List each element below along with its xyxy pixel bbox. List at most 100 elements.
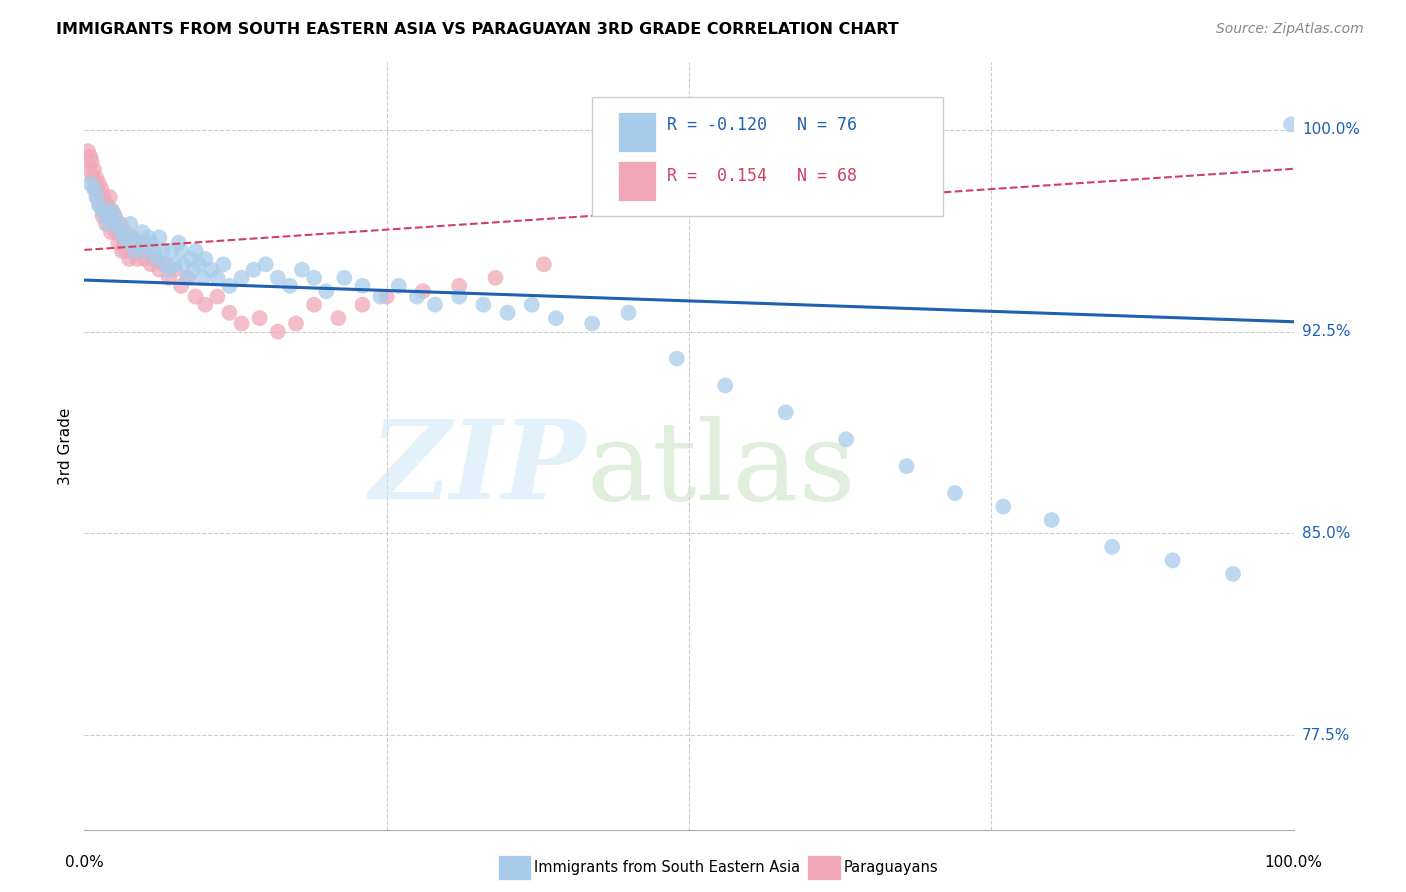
- Point: [207, 270, 229, 285]
- Point: [267, 325, 290, 339]
- Text: atlas: atlas: [586, 416, 856, 523]
- Point: [167, 235, 190, 250]
- Point: [87, 177, 110, 191]
- Point: [520, 298, 543, 312]
- Point: [302, 298, 325, 312]
- Point: [79, 177, 101, 191]
- Point: [449, 290, 471, 304]
- Point: [544, 311, 567, 326]
- Point: [665, 351, 688, 366]
- Point: [134, 244, 156, 258]
- Point: [148, 230, 170, 244]
- Point: [97, 209, 120, 223]
- Point: [181, 262, 204, 277]
- Point: [155, 257, 177, 271]
- Point: [165, 257, 187, 271]
- Point: [1040, 513, 1063, 527]
- Point: [1222, 566, 1244, 581]
- Point: [375, 290, 398, 304]
- Point: [231, 317, 253, 331]
- Point: [177, 270, 200, 285]
- Point: [77, 145, 100, 159]
- Point: [148, 262, 170, 277]
- Text: 100.0%: 100.0%: [1264, 855, 1323, 870]
- Text: R = -0.120   N = 76: R = -0.120 N = 76: [668, 116, 858, 135]
- Text: Paraguayans: Paraguayans: [844, 860, 938, 874]
- Point: [191, 270, 214, 285]
- Point: [139, 257, 162, 271]
- Point: [124, 244, 146, 258]
- Point: [91, 209, 114, 223]
- Point: [254, 257, 277, 271]
- Text: IMMIGRANTS FROM SOUTH EASTERN ASIA VS PARAGUAYAN 3RD GRADE CORRELATION CHART: IMMIGRANTS FROM SOUTH EASTERN ASIA VS PA…: [56, 22, 898, 37]
- Point: [352, 298, 374, 312]
- Point: [103, 217, 125, 231]
- Point: [105, 217, 128, 231]
- Point: [173, 257, 195, 271]
- Point: [82, 171, 104, 186]
- Point: [93, 190, 115, 204]
- Point: [218, 306, 240, 320]
- Point: [104, 225, 127, 239]
- Point: [98, 190, 121, 204]
- Point: [87, 198, 110, 212]
- Point: [200, 262, 222, 277]
- Point: [423, 298, 446, 312]
- Point: [184, 244, 207, 258]
- Point: [207, 290, 229, 304]
- Point: [134, 252, 156, 266]
- Point: [96, 198, 118, 212]
- Point: [267, 270, 290, 285]
- Point: [184, 290, 207, 304]
- Point: [943, 486, 966, 500]
- Point: [152, 244, 174, 258]
- Text: ZIP: ZIP: [370, 416, 586, 523]
- Point: [153, 257, 176, 271]
- Point: [775, 405, 797, 419]
- Point: [112, 235, 135, 250]
- Point: [138, 230, 160, 244]
- Point: [86, 171, 108, 186]
- Point: [533, 257, 555, 271]
- FancyBboxPatch shape: [617, 161, 657, 201]
- Text: R =  0.154   N = 68: R = 0.154 N = 68: [668, 167, 858, 185]
- Point: [180, 252, 202, 266]
- Point: [121, 230, 143, 244]
- Text: Source: ZipAtlas.com: Source: ZipAtlas.com: [1216, 22, 1364, 37]
- Point: [993, 500, 1015, 514]
- Point: [120, 217, 142, 231]
- Point: [157, 270, 180, 285]
- Point: [110, 217, 132, 231]
- Point: [120, 235, 142, 250]
- Point: [97, 217, 120, 231]
- Point: [581, 317, 603, 331]
- Point: [107, 217, 129, 231]
- Point: [406, 290, 429, 304]
- Point: [146, 252, 169, 266]
- Text: 77.5%: 77.5%: [1302, 728, 1350, 743]
- Point: [91, 203, 114, 218]
- Point: [1279, 117, 1302, 131]
- Point: [170, 244, 193, 258]
- Point: [100, 203, 122, 218]
- Point: [328, 311, 350, 326]
- Point: [449, 278, 471, 293]
- Point: [131, 225, 153, 239]
- Point: [496, 306, 519, 320]
- Point: [176, 270, 198, 285]
- Text: 85.0%: 85.0%: [1302, 526, 1350, 541]
- Point: [143, 244, 166, 258]
- Point: [84, 182, 107, 196]
- Point: [94, 203, 117, 218]
- Point: [278, 278, 301, 293]
- Point: [291, 262, 314, 277]
- Point: [188, 257, 211, 271]
- Point: [835, 432, 858, 446]
- Point: [118, 252, 141, 266]
- Point: [143, 252, 166, 266]
- Point: [101, 203, 124, 218]
- Point: [121, 244, 143, 258]
- Point: [388, 278, 411, 293]
- Text: Immigrants from South Eastern Asia: Immigrants from South Eastern Asia: [534, 860, 800, 874]
- Point: [249, 311, 271, 326]
